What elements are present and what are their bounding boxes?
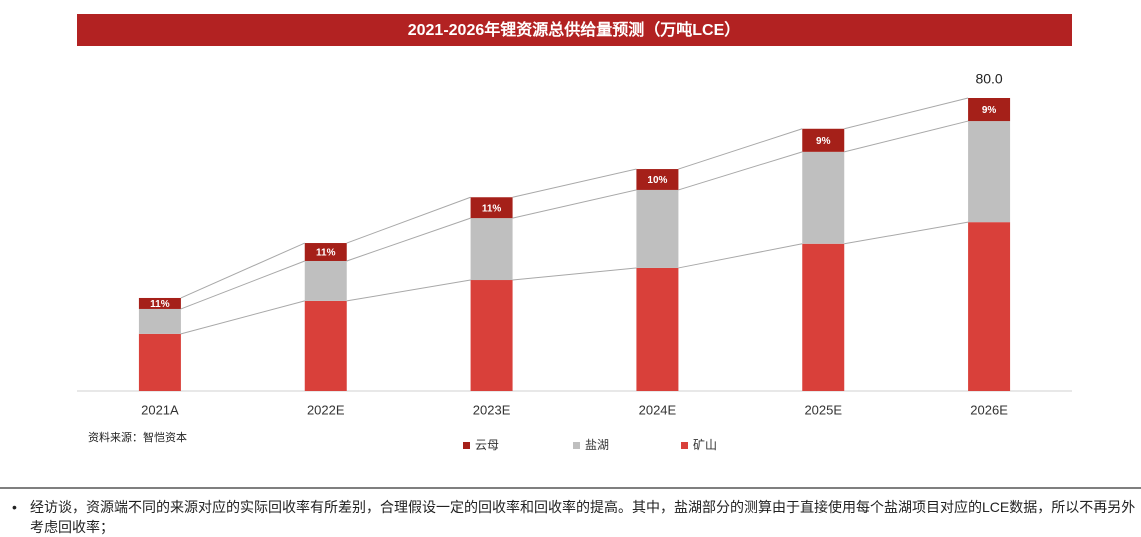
- bar-segment: [470, 197, 513, 219]
- chart-title: 2021-2026年锂资源总供给量预测（万吨LCE）: [408, 20, 741, 39]
- bar-segment: [304, 243, 347, 261]
- connector: [678, 243, 803, 269]
- note: 经访谈，资源端不同的来源对应的实际回收率有所差别，合理假设一定的回收率和回收率的…: [12, 497, 1141, 537]
- connector: [512, 267, 637, 281]
- legend-swatch: [463, 442, 470, 449]
- share-label: 11%: [316, 248, 336, 259]
- legend-label: 盐湖: [585, 437, 609, 452]
- bar-segment: [636, 267, 679, 391]
- source: 资料来源：智恺资本: [88, 430, 187, 444]
- connector: [678, 151, 803, 191]
- connector: [180, 300, 305, 335]
- x-tick-label: 2025E: [804, 402, 842, 417]
- connector: [512, 189, 637, 219]
- legend-swatch: [681, 442, 688, 449]
- x-tick-label: 2021A: [141, 402, 179, 417]
- x-tick-label: 2023E: [473, 402, 511, 417]
- title-banner: [77, 14, 1072, 46]
- legend-label: 矿山: [693, 438, 717, 452]
- total-label: 80.0: [975, 71, 1002, 87]
- connector: [180, 242, 305, 299]
- bar-segment: [636, 189, 679, 268]
- share-label: 11%: [482, 203, 502, 214]
- share-label: 9%: [982, 105, 997, 116]
- bar-segment: [304, 260, 347, 301]
- bar-segment: [636, 169, 679, 190]
- x-tick-label: 2026E: [970, 402, 1008, 417]
- bar-segment: [470, 218, 513, 281]
- connector: [512, 168, 637, 198]
- bar-segment: [470, 280, 513, 391]
- bar-segment: [138, 297, 181, 309]
- connector: [844, 97, 969, 130]
- connector: [346, 217, 471, 262]
- connector: [346, 279, 471, 302]
- x-tick-label: 2022E: [307, 402, 345, 417]
- bar-segment: [968, 222, 1011, 391]
- share-label: 10%: [647, 175, 667, 186]
- bar-segment: [968, 121, 1011, 223]
- share-label: 9%: [816, 136, 831, 147]
- connector: [180, 260, 305, 310]
- bar-segment: [802, 151, 845, 244]
- legend-label: 云母: [475, 438, 499, 452]
- bar-segment: [968, 98, 1011, 122]
- bar-segment: [304, 300, 347, 391]
- bar-segment: [138, 333, 181, 391]
- share-label: 11%: [150, 299, 170, 310]
- bar-segment: [802, 243, 845, 391]
- legend-swatch: [573, 442, 580, 449]
- connector: [844, 120, 969, 153]
- bar-segment: [802, 128, 845, 152]
- connector: [346, 196, 471, 244]
- connector: [844, 221, 969, 245]
- connector: [678, 128, 803, 170]
- bar-segment: [138, 308, 181, 334]
- x-tick-label: 2024E: [639, 402, 677, 417]
